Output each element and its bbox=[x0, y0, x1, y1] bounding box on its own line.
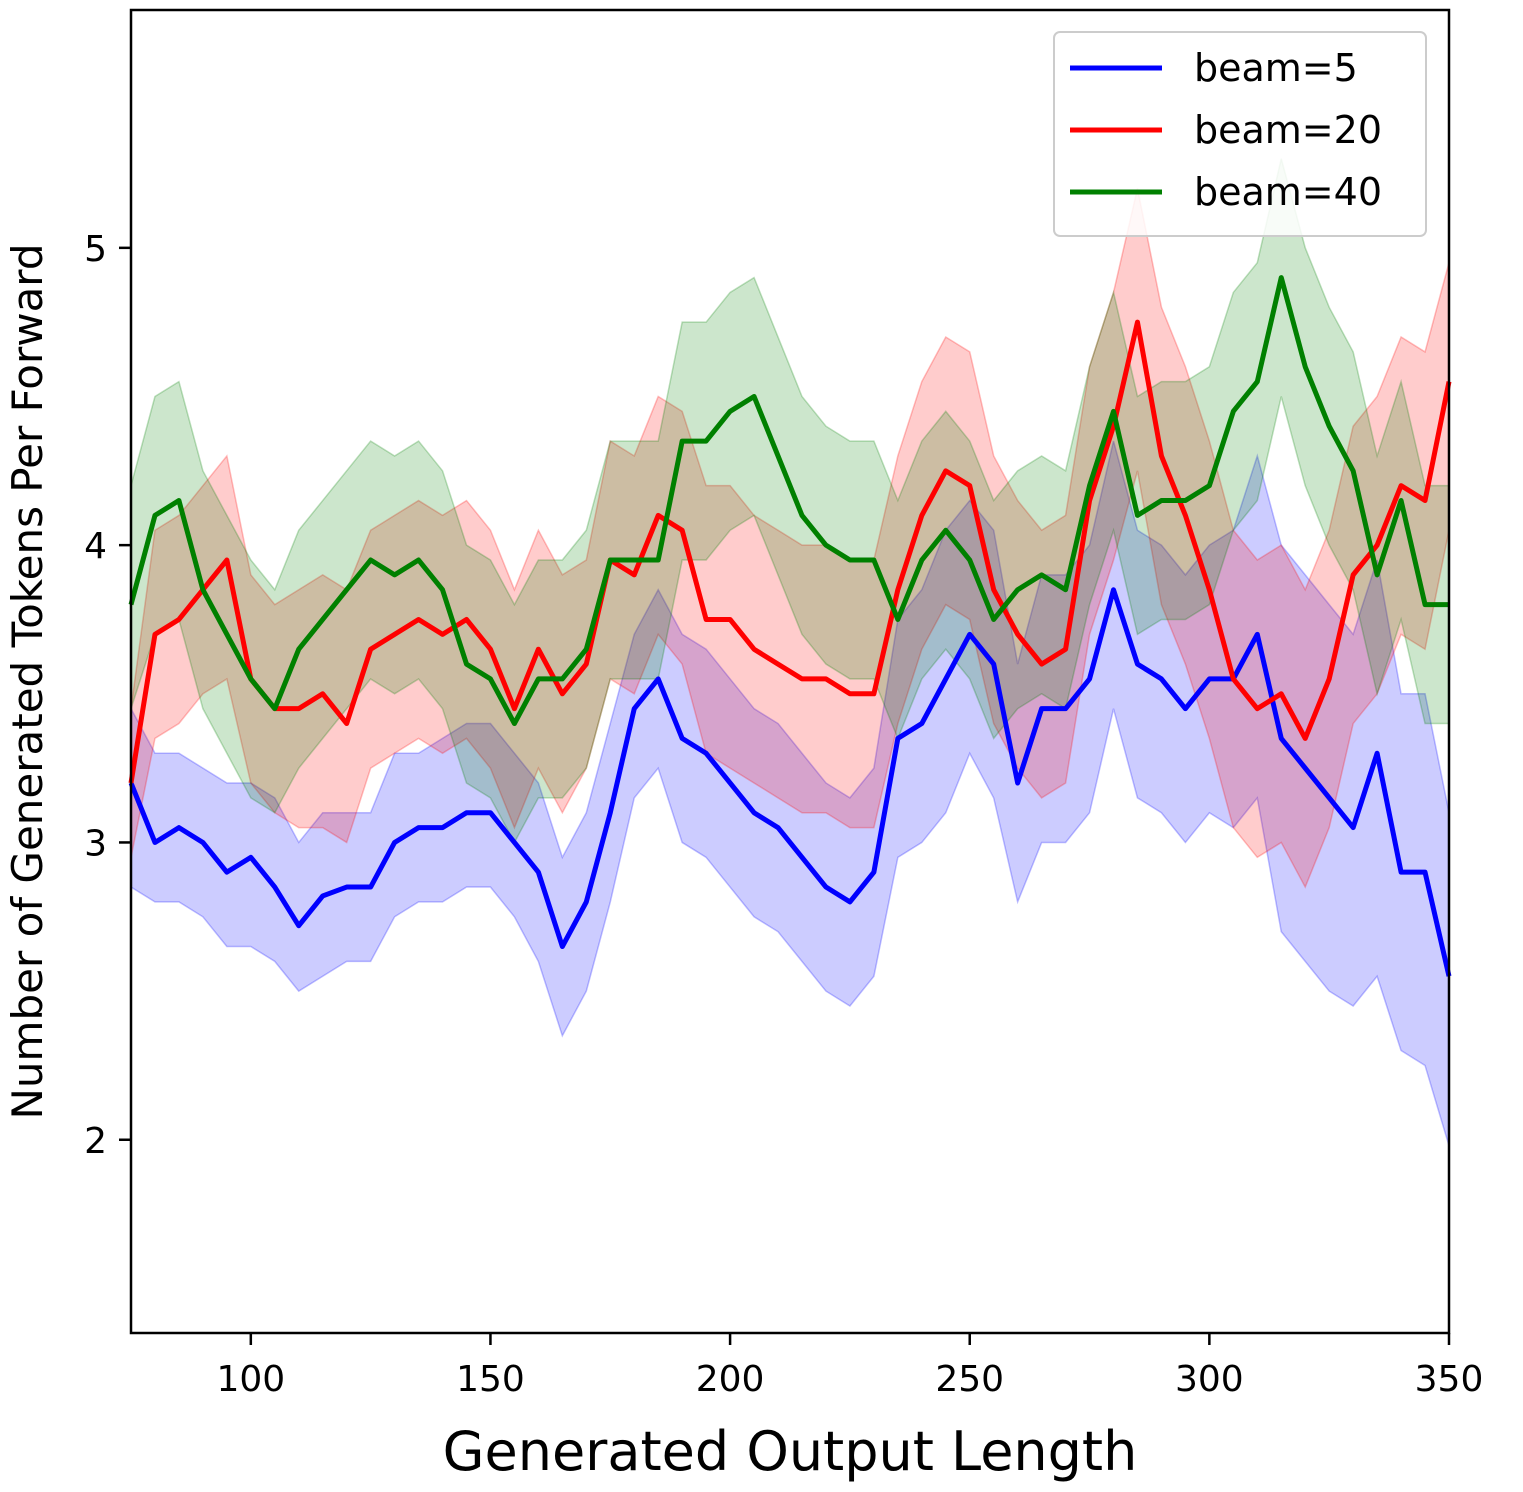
legend-label: beam=5 bbox=[1194, 46, 1358, 90]
y-tick-label: 3 bbox=[84, 823, 107, 864]
y-axis-title: Number of Generated Tokens Per Forward bbox=[3, 244, 52, 1120]
x-tick-label: 100 bbox=[216, 1359, 285, 1400]
series-lines bbox=[128, 275, 1452, 977]
confidence-bands bbox=[130, 158, 1450, 1146]
y-axis-ticks: 2 3 4 5 bbox=[84, 229, 131, 1162]
x-tick-label: 150 bbox=[456, 1359, 525, 1400]
x-tick-label: 300 bbox=[1175, 1359, 1244, 1400]
plot-area-frame bbox=[129, 8, 1451, 1335]
legend-label: beam=40 bbox=[1194, 170, 1382, 214]
y-tick-label: 5 bbox=[84, 229, 107, 270]
x-axis-title: Generated Output Length bbox=[443, 1420, 1138, 1483]
line-beam-20 bbox=[128, 319, 1452, 784]
y-tick-label: 2 bbox=[84, 1121, 107, 1162]
line-beam-40 bbox=[128, 275, 1449, 727]
x-tick-label: 350 bbox=[1415, 1359, 1484, 1400]
line-beam-5 bbox=[128, 587, 1452, 977]
y-tick-label: 4 bbox=[84, 526, 107, 567]
x-tick-label: 250 bbox=[935, 1359, 1004, 1400]
x-tick-label: 200 bbox=[696, 1359, 765, 1400]
x-axis-ticks: 100 150 200 250 300 350 bbox=[216, 1333, 1483, 1400]
legend-box bbox=[1053, 31, 1427, 237]
legend: beam=5 beam=20 beam=40 bbox=[1053, 31, 1427, 237]
legend-label: beam=20 bbox=[1194, 108, 1382, 152]
